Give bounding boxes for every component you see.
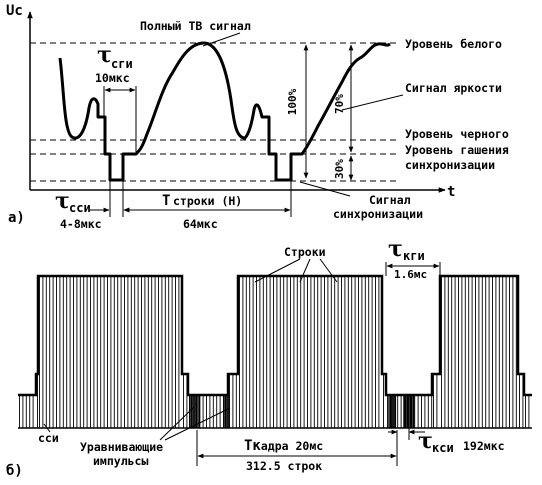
tau-sgi-value: 10мкс [95, 71, 130, 85]
t-line-symbol: Т [162, 193, 170, 209]
tau-sgi-subscript: сги [111, 57, 133, 71]
full-tv-signal-title: Полный ТВ сигнал [140, 19, 251, 33]
pct-100-label: 100% [286, 88, 299, 115]
tau-ksi-value: 192мкс [463, 439, 505, 453]
sync-signal-label-1: Сигнал [369, 193, 411, 207]
equalizing-label-1: Уравнивающие [80, 440, 163, 454]
panel-b-marker: б) [6, 463, 23, 479]
frame-lines-label: 312.5 строк [246, 459, 322, 473]
title-pointer [202, 32, 241, 47]
lines-pointer-2 [299, 258, 311, 283]
blanking-level-label-2: синхронизации [405, 158, 495, 172]
y-axis-label: Uc [6, 3, 23, 19]
tau-kgi-symbol: τ [388, 236, 403, 262]
equalizing-label-2: импульсы [93, 454, 148, 468]
t-line-subscript: строки (Н) [173, 194, 242, 208]
tv-signal-waveform [58, 41, 391, 182]
pct-30-label: 30% [333, 159, 346, 179]
t-frame-label: Ткадра 20мс [244, 438, 323, 454]
equalizing-pointer-2 [164, 407, 231, 441]
sync-pointer [299, 181, 351, 197]
panel-a: Uc t Полный ТВ сигнал Уровень белого Сиг… [6, 3, 509, 231]
panel-a-marker: а) [8, 210, 25, 226]
tau-ksi-symbol: τ [418, 428, 433, 454]
ssi-pointer [43, 423, 51, 433]
ssi-label: сси [38, 431, 59, 445]
lines-pointer-3 [319, 258, 338, 283]
tau-ssi-symbol: τ [55, 188, 70, 214]
tau-ssi-subscript: сси [69, 201, 91, 215]
tau-sgi-symbol: τ [97, 42, 112, 68]
sync-signal-label-2: синхронизации [333, 207, 423, 221]
tau-kgi-subscript: кги [403, 249, 425, 263]
black-level-label: Уровень черного [405, 127, 509, 141]
t-line-value: 64мкс [183, 217, 218, 231]
brightness-signal-label: Сигнал яркости [405, 81, 502, 95]
lines-label: Строки [284, 245, 326, 259]
pct-70-label: 70% [333, 94, 346, 114]
tau-ksi-subscript: кси [432, 441, 454, 455]
blanking-level-label-1: Уровень гашения [405, 143, 509, 157]
line-pulse-hatching [19, 276, 530, 428]
lines-pointer-1 [254, 258, 301, 283]
tau-kgi-value: 1.6мс [394, 268, 427, 281]
tau-ssi-value: 4-8мкс [60, 217, 102, 231]
equalizing-pulses [189, 395, 415, 428]
panel-b: Строки τ кги 1.6мс сси Уравнивающие импу… [6, 236, 532, 479]
white-level-label: Уровень белого [405, 37, 502, 51]
x-axis-label: t [447, 184, 455, 200]
frame-block-outline [18, 274, 532, 397]
equalizing-pointer-1 [159, 406, 195, 441]
